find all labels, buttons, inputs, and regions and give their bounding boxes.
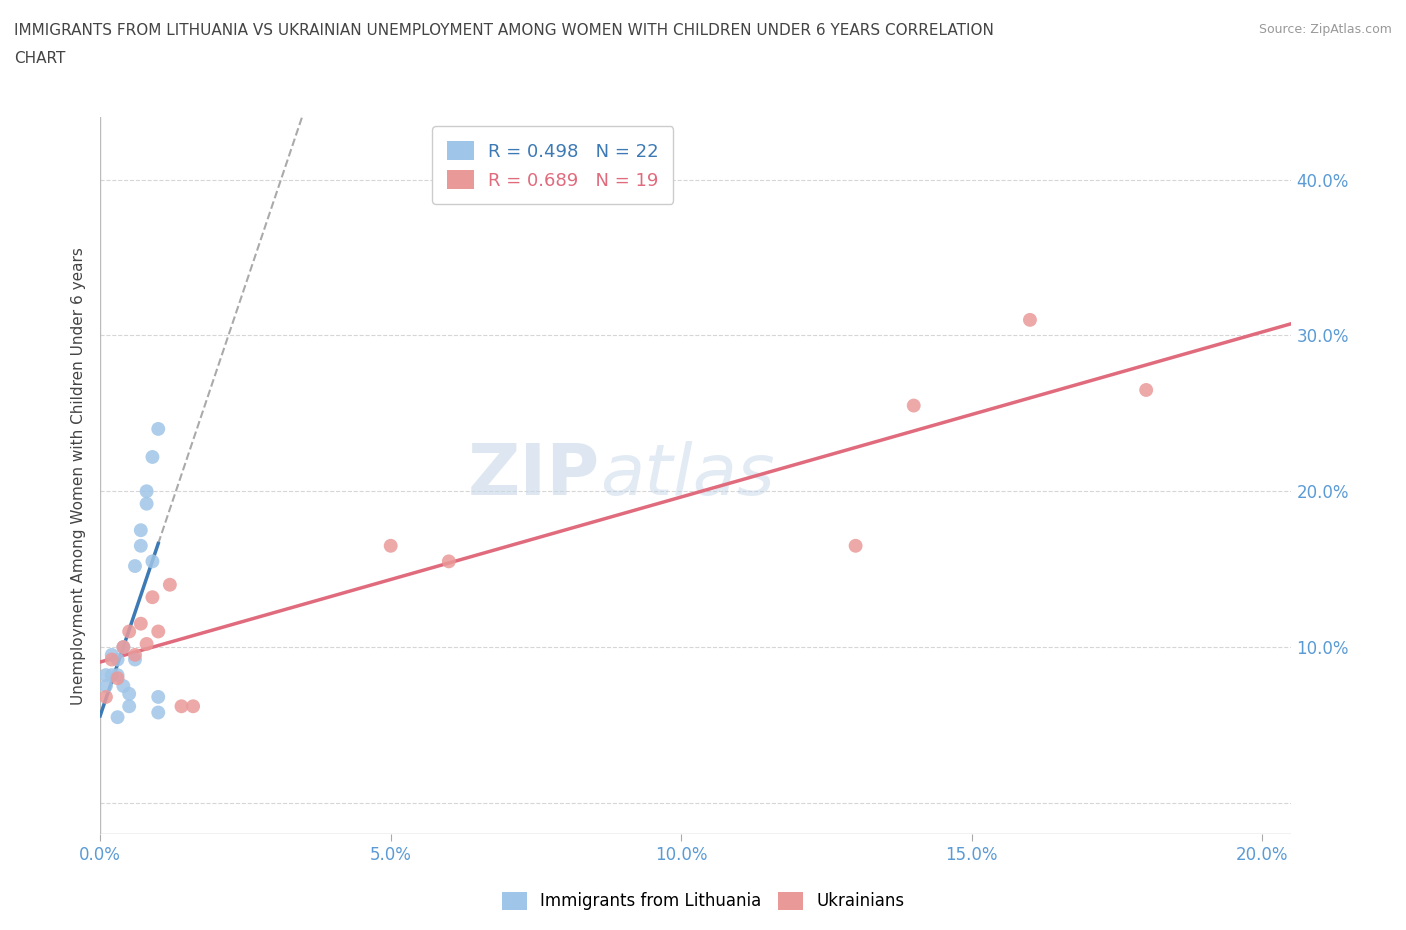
Point [100,647,122,662]
Point [107,668,129,683]
Point [135,636,157,651]
Legend: Immigrants from Lithuania, Ukrainians: Immigrants from Lithuania, Ukrainians [495,885,911,917]
Point [124,559,146,574]
Point [107,652,129,667]
Point [181,698,204,713]
Point [100,652,122,667]
Point [107,671,129,685]
Point [118,698,141,713]
Point [903,398,925,413]
Point [148,705,170,720]
Point [148,624,170,639]
Point [124,647,146,662]
Point [118,686,141,701]
Point [141,449,163,464]
Point [112,640,135,655]
Text: Source: ZipAtlas.com: Source: ZipAtlas.com [1258,23,1392,36]
Point [94,668,117,683]
Point [159,578,181,592]
Y-axis label: Unemployment Among Women with Children Under 6 years: Unemployment Among Women with Children U… [72,246,86,705]
Point [107,710,129,724]
Point [124,652,146,667]
Point [437,554,460,569]
Point [148,689,170,704]
Point [135,484,157,498]
Point [1019,312,1042,327]
Point [148,421,170,436]
Text: CHART: CHART [14,51,66,66]
Point [129,538,152,553]
Point [170,698,193,713]
Point [141,554,163,569]
Point [112,640,135,655]
Point [1135,382,1157,397]
Point [845,538,868,553]
Point [94,679,117,694]
Point [94,689,117,704]
Point [118,624,141,639]
Legend: R = 0.498   N = 22, R = 0.689   N = 19: R = 0.498 N = 22, R = 0.689 N = 19 [432,126,673,204]
Point [112,679,135,694]
Point [129,617,152,631]
Point [129,523,152,538]
Point [380,538,402,553]
Point [100,668,122,683]
Text: ZIP: ZIP [468,441,600,511]
Point [141,590,163,604]
Text: IMMIGRANTS FROM LITHUANIA VS UKRAINIAN UNEMPLOYMENT AMONG WOMEN WITH CHILDREN UN: IMMIGRANTS FROM LITHUANIA VS UKRAINIAN U… [14,23,994,38]
Point [135,497,157,512]
Text: atlas: atlas [600,441,775,511]
